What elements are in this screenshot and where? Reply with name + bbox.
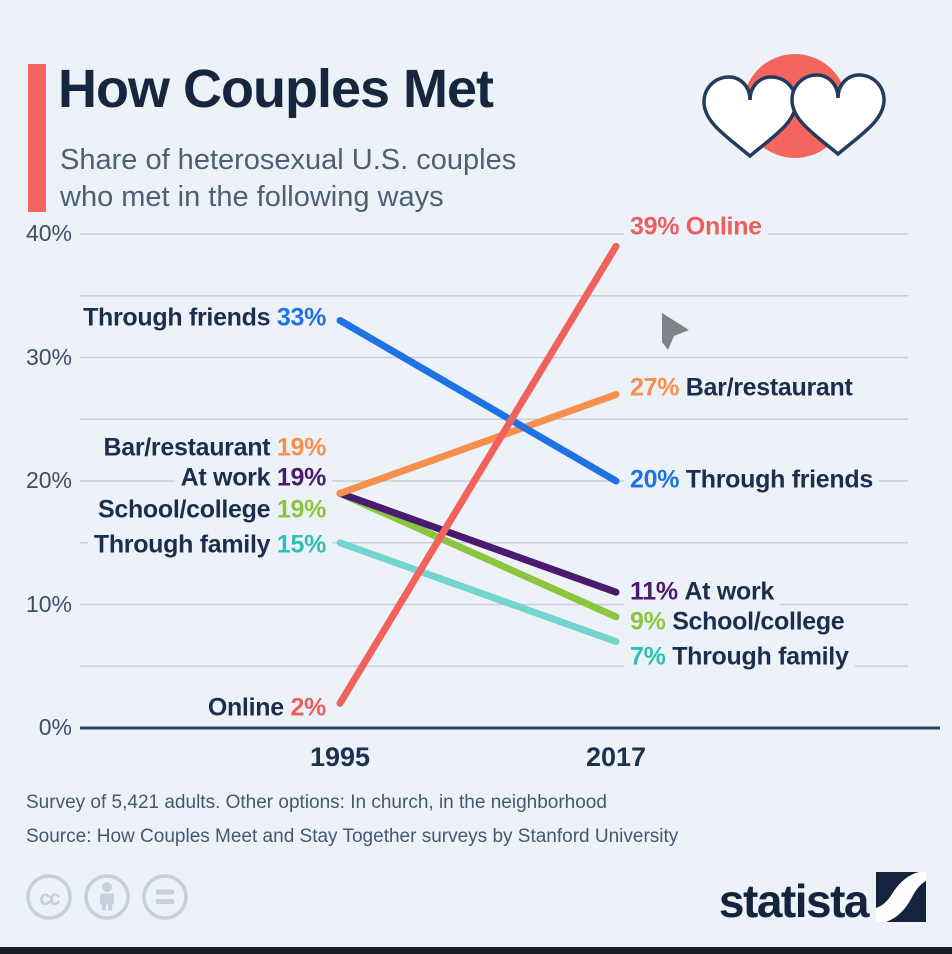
equals-icon[interactable] [142,874,188,920]
svg-text:cc: cc [39,887,61,910]
series-line-school-college [336,489,620,621]
right-heart [790,73,886,157]
page-title: How Couples Met [58,59,494,119]
subtitle-line2: who met in the following ways [60,181,444,213]
footer-notes: Survey of 5,421 adults. Other options: I… [26,786,678,854]
cc-license-icons[interactable]: cc [24,870,214,926]
cc-icon[interactable]: cc [26,874,72,920]
source-note: Source: How Couples Meet and Stay Togeth… [26,826,679,847]
statista-wordmark[interactable]: statista [718,875,870,927]
bottom-bar [0,947,952,954]
attribution-person-icon[interactable] [84,874,130,920]
series-line-online [336,242,620,707]
interlocking-hearts-icon [702,54,886,159]
series-line-at-work [336,489,620,596]
subtitle-line1: Share of heterosexual U.S. couples [60,144,517,176]
subtitle: Share of heterosexual U.S. couples who m… [60,142,516,216]
series-line-through-friends [336,316,620,485]
title-accent-bar [28,64,46,212]
left-heart [702,75,798,159]
survey-note: Survey of 5,421 adults. Other options: I… [26,792,607,813]
statista-swoosh-icon[interactable] [876,872,926,922]
series-line-through-family [336,539,620,646]
series-line-bar-restaurant [336,391,620,497]
